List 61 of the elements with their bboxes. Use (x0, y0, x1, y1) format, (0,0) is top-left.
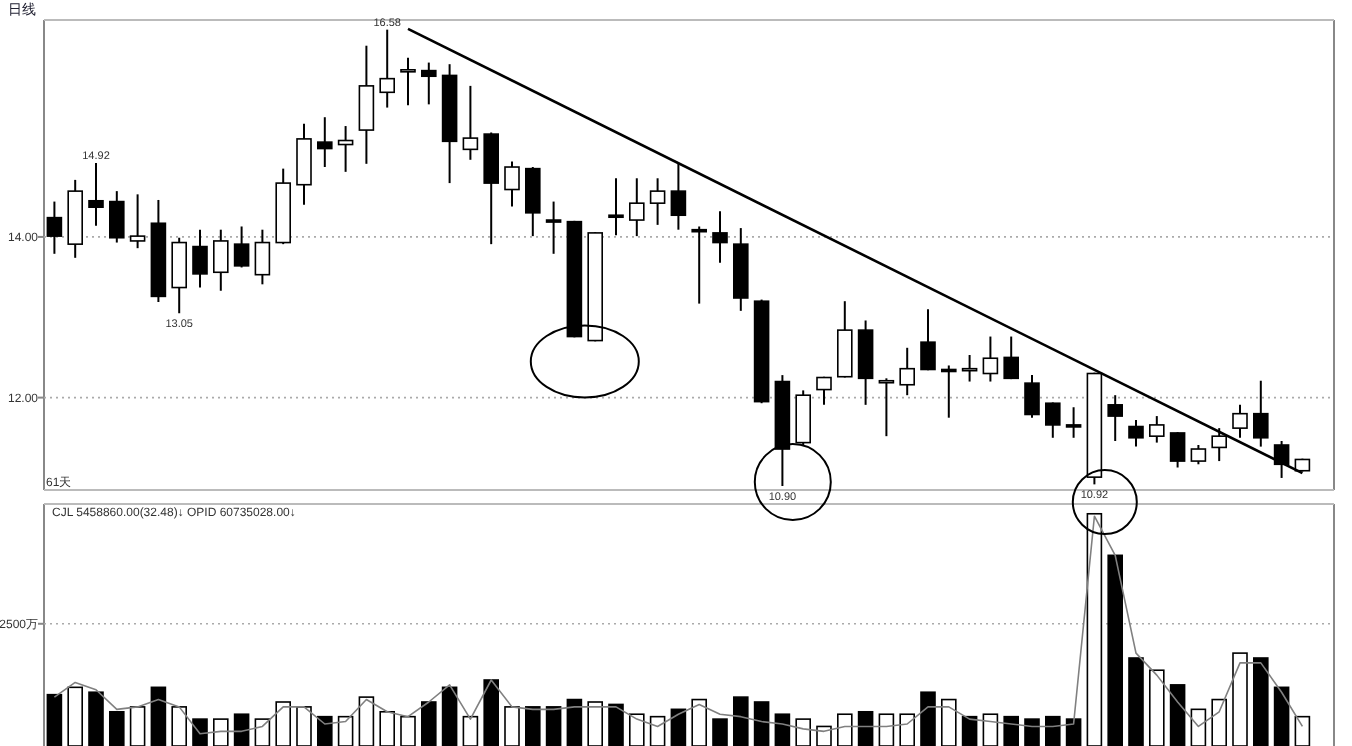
bar (88, 691, 104, 746)
bar (150, 686, 167, 746)
bar (358, 696, 375, 746)
bar (878, 713, 895, 746)
bar (545, 706, 562, 746)
bar (1065, 718, 1082, 746)
bar (608, 703, 624, 746)
bar (857, 710, 874, 746)
bar (816, 725, 832, 746)
bar (192, 718, 208, 746)
bar (982, 713, 999, 746)
bar (296, 706, 312, 746)
bar (774, 713, 791, 746)
bar (920, 691, 936, 746)
bar (1211, 698, 1227, 746)
bar (525, 706, 541, 746)
bar (1232, 652, 1248, 746)
bar (795, 718, 811, 746)
bar (46, 693, 63, 746)
bar (1024, 718, 1040, 746)
bar (254, 718, 271, 746)
bar (1169, 684, 1186, 746)
bar (213, 718, 229, 746)
bar (275, 701, 291, 746)
bar (483, 679, 499, 746)
bar (1273, 686, 1290, 746)
bar (566, 698, 583, 746)
bar (109, 710, 125, 746)
bar (961, 715, 978, 746)
bar (1253, 657, 1269, 746)
bar (67, 686, 83, 746)
bar (712, 718, 728, 746)
bar (462, 715, 479, 746)
bar (629, 713, 645, 746)
bar (421, 701, 437, 746)
bar (171, 706, 187, 746)
bar (733, 696, 749, 746)
bar (337, 715, 354, 746)
bar (1128, 657, 1144, 746)
bar (941, 698, 957, 746)
bar (1086, 512, 1103, 746)
bar (1190, 708, 1207, 746)
bar (670, 708, 687, 746)
bar (649, 715, 666, 746)
bar (400, 715, 416, 746)
bar (1107, 554, 1123, 746)
bar (129, 706, 146, 746)
bar (441, 686, 458, 746)
bar (233, 713, 250, 746)
bar (1003, 715, 1019, 746)
bar (899, 713, 915, 746)
bar (1149, 669, 1165, 746)
bar (691, 698, 707, 746)
bar (1294, 715, 1311, 746)
bar (587, 701, 603, 746)
bar (504, 706, 520, 746)
bar (1045, 715, 1061, 746)
bar (379, 710, 395, 746)
bar (317, 715, 333, 746)
bar (837, 713, 853, 746)
bar (753, 701, 770, 746)
